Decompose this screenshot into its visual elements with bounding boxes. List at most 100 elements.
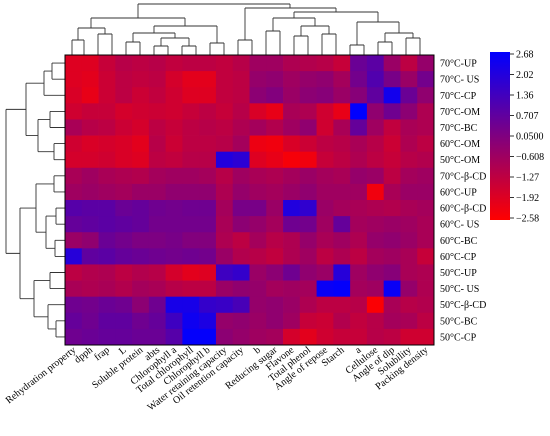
heatmap-cell: [98, 232, 116, 249]
heatmap-cell: [81, 232, 99, 249]
heatmap-cell: [383, 200, 401, 217]
heatmap-cell: [383, 71, 401, 88]
heatmap-cell: [299, 167, 317, 185]
heatmap-cell: [65, 232, 83, 249]
heatmap-cell: [400, 232, 418, 249]
heatmap-cell: [417, 167, 435, 185]
heatmap-cell: [232, 216, 250, 233]
heatmap-cell: [417, 55, 435, 72]
heatmap-cell: [65, 87, 83, 104]
row-label: 70°C-BC: [440, 123, 478, 134]
heatmap-cell: [266, 216, 284, 233]
heatmap-cell: [132, 151, 150, 169]
heatmap-cell: [249, 296, 267, 314]
heatmap-cell: [366, 216, 385, 233]
heatmap-cell: [333, 216, 351, 233]
row-label: 70°C-UP: [440, 59, 477, 70]
row-label: 50°C-UP: [440, 268, 477, 279]
heatmap-cell: [333, 119, 351, 136]
colorbar: 2.68 2.02 1.36 0.707 0.0500 −0.608 −1.27 −1.92 −…: [490, 50, 544, 225]
row-label: 50°C-BC: [440, 316, 478, 327]
heatmap-cell: [81, 71, 99, 88]
heatmap-cell: [232, 296, 250, 314]
heatmap-cell: [215, 328, 234, 346]
heatmap-cell: [215, 312, 234, 330]
heatmap-cell: [199, 135, 217, 153]
heatmap-cell: [81, 200, 99, 217]
heatmap-cell: [232, 151, 250, 169]
heatmap-cell: [182, 328, 200, 346]
heatmap-cell: [148, 103, 167, 120]
heatmap-cell: [182, 264, 200, 281]
heatmap-cell: [333, 296, 351, 314]
heatmap-cell: [115, 71, 133, 88]
heatmap-cell: [199, 183, 217, 201]
heatmap-cell: [148, 264, 167, 281]
heatmap-cell: [98, 280, 116, 298]
heatmap-cell: [65, 103, 83, 120]
heatmap-cell: [366, 200, 385, 217]
row-label: 70°C- US: [440, 75, 479, 86]
heatmap-cell: [333, 200, 351, 217]
heatmap-cell: [417, 119, 435, 136]
heatmap-cell: [316, 183, 334, 201]
heatmap-cell: [266, 248, 284, 265]
heatmap-cell: [232, 312, 250, 330]
heatmap-cell: [366, 135, 385, 153]
heatmap-cell: [400, 119, 418, 136]
heatmap-cell: [148, 328, 167, 346]
colorbar-tick-label: 1.36: [516, 91, 534, 102]
heatmap-cell: [199, 216, 217, 233]
row-label: 50°C-β-CD: [440, 300, 486, 311]
heatmap-cell: [215, 232, 234, 249]
heatmap-cell: [215, 264, 234, 281]
colorbar-tick-label: 0.0500: [516, 132, 544, 143]
heatmap-cell: [182, 55, 200, 72]
heatmap-cell: [81, 328, 99, 346]
heatmap-cell: [266, 87, 284, 104]
heatmap-cell: [98, 87, 116, 104]
heatmap-cell: [232, 119, 250, 136]
heatmap-cell: [182, 312, 200, 330]
heatmap-cell: [148, 232, 167, 249]
row-label: 60°C-BC: [440, 236, 478, 247]
heatmap-cell: [115, 296, 133, 314]
colorbar-tick-label: −2.58: [516, 214, 539, 225]
heatmap-cell: [400, 55, 418, 72]
heatmap-cell: [350, 280, 368, 298]
heatmap-cell: [199, 232, 217, 249]
heatmap-cell: [98, 167, 116, 185]
heatmap-cell: [232, 55, 250, 72]
heatmap-cell: [215, 87, 234, 104]
heatmap-cell: [81, 103, 99, 120]
heatmap-cell: [350, 248, 368, 265]
heatmap-cell: [182, 103, 200, 120]
heatmap-cell: [148, 119, 167, 136]
heatmap-cell: [316, 200, 334, 217]
heatmap-cell: [81, 216, 99, 233]
heatmap-cell: [383, 328, 401, 346]
heatmap-cell: [249, 71, 267, 88]
heatmap-cell: [366, 167, 385, 185]
colorbar-tick-label: −1.27: [516, 173, 539, 184]
heatmap-cell: [400, 183, 418, 201]
column-label: a: [353, 344, 364, 356]
heatmap-cell: [132, 200, 150, 217]
heatmap-cell: [283, 167, 301, 185]
heatmap-cell: [81, 167, 99, 185]
heatmap-cell: [249, 232, 267, 249]
heatmap-cell: [383, 312, 401, 330]
heatmap-cell: [165, 216, 183, 233]
heatmap-cell: [182, 151, 200, 169]
heatmap-cell: [132, 119, 150, 136]
heatmap-cell: [266, 280, 284, 298]
heatmap-cell: [417, 183, 435, 201]
heatmap-cell: [350, 296, 368, 314]
heatmap-cell: [199, 55, 217, 72]
heatmap-cell: [266, 103, 284, 120]
heatmap-cell: [400, 328, 418, 346]
heatmap-cell: [266, 71, 284, 88]
heatmap-cell: [400, 248, 418, 265]
heatmap-cell: [417, 87, 435, 104]
heatmap-cell: [98, 183, 116, 201]
